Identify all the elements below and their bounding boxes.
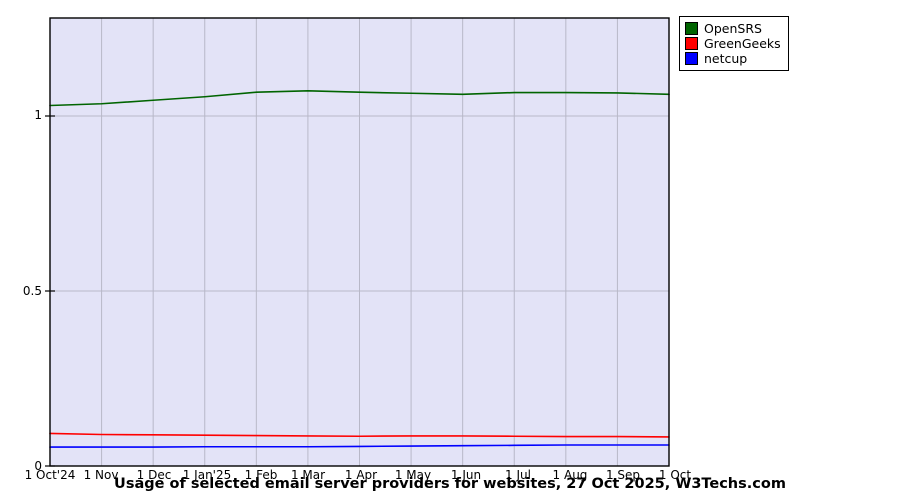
- x-tick-label-1-dec: 1 Dec: [136, 468, 172, 482]
- x-tick-label-1-oct-24: 1 Oct'24: [24, 468, 76, 482]
- legend-label-opensrs: OpenSRS: [704, 21, 762, 36]
- y-tick-label-0-5: 0.5: [22, 284, 42, 298]
- x-tick-label-1-jul: 1 Jul: [505, 468, 531, 482]
- legend-label-netcup: netcup: [704, 51, 748, 66]
- chart-legend: OpenSRS GreenGeeks netcup: [679, 16, 789, 71]
- data-series: [49, 90, 670, 448]
- x-tick-label-1-nov: 1 Nov: [83, 468, 119, 482]
- series-line-opensrs: [49, 90, 670, 107]
- x-tick-label-1-jun: 1 Jun: [450, 468, 482, 482]
- series-line-greengeeks: [49, 432, 670, 438]
- plot-frame: [49, 17, 670, 467]
- x-tick-label-1-oct-25: 1 Oct: [658, 468, 692, 482]
- legend-item-opensrs[interactable]: OpenSRS: [685, 21, 781, 36]
- x-tick-label-1-apr: 1 Apr: [344, 468, 378, 482]
- series-line-netcup: [49, 444, 670, 448]
- legend-swatch-icon-greengeeks: [685, 37, 698, 50]
- x-tick-label-1-jan-25: 1 Jan'25: [182, 468, 232, 482]
- x-tick-label-1-mar: 1 Mar: [290, 468, 326, 482]
- legend-item-netcup[interactable]: netcup: [685, 51, 781, 66]
- legend-item-greengeeks[interactable]: GreenGeeks: [685, 36, 781, 51]
- x-tick-label-1-sep: 1 Sep: [605, 468, 641, 482]
- chart-caption: Usage of selected email server providers…: [114, 476, 786, 492]
- legend-swatch-icon-opensrs: [685, 22, 698, 35]
- y-tick-label-1: 1: [34, 108, 42, 122]
- legend-swatch-icon-netcup: [685, 52, 698, 65]
- x-tick-label-1-may: 1 May: [394, 468, 432, 482]
- axis-tick-marks: [45, 115, 55, 467]
- x-tick-label-1-feb: 1 Feb: [244, 468, 278, 482]
- x-tick-label-1-aug: 1 Aug: [552, 468, 588, 482]
- legend-label-greengeeks: GreenGeeks: [704, 36, 781, 51]
- y-tick-label-0: 0: [34, 459, 42, 473]
